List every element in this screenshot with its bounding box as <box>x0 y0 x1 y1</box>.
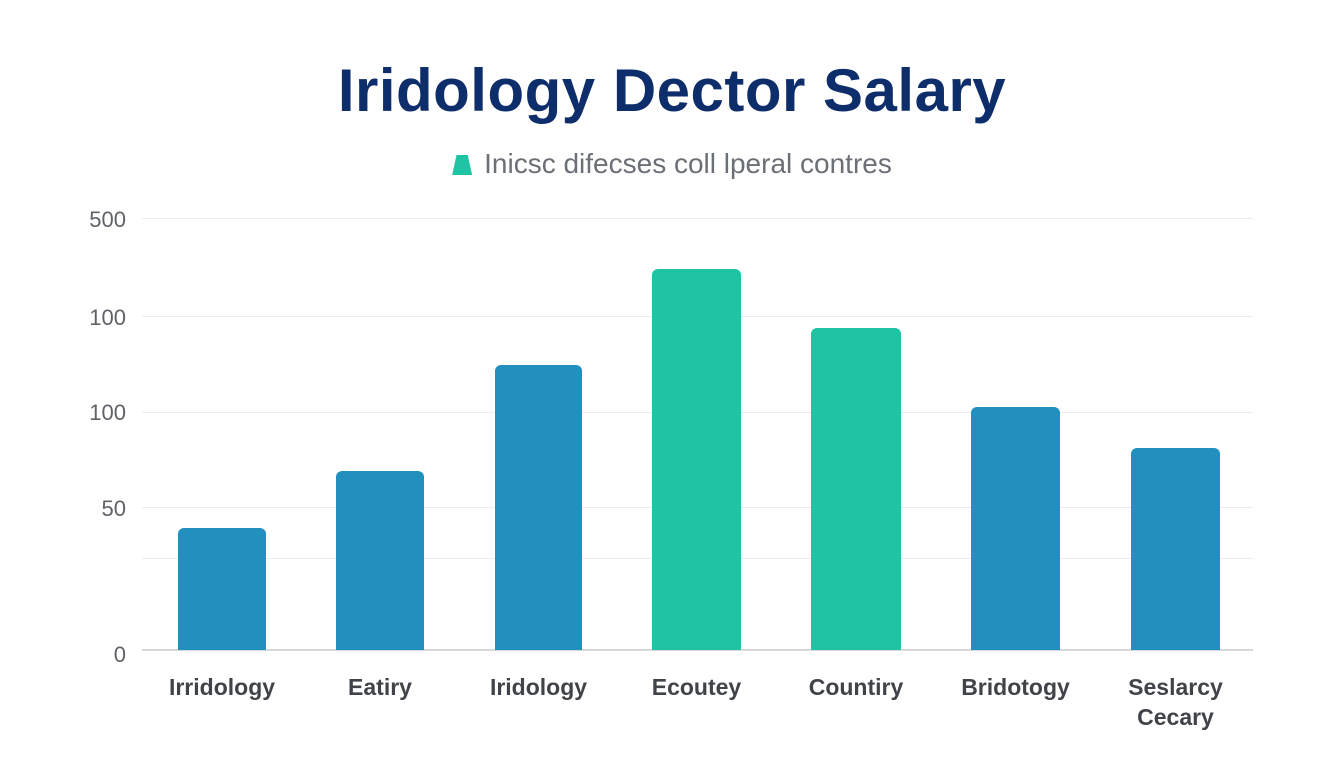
gridline <box>142 218 1253 219</box>
bar[interactable] <box>1131 448 1220 650</box>
y-tick-label: 100 <box>89 305 126 330</box>
y-tick-label: 500 <box>89 207 126 232</box>
y-tick-label: 0 <box>113 642 126 667</box>
legend-label: Inicsc difecses coll lperal contres <box>484 148 892 179</box>
bar[interactable] <box>971 407 1060 650</box>
x-tick-label: Iridology <box>489 674 588 700</box>
legend: Inicsc difecses coll lperal contres <box>0 148 1344 180</box>
y-tick-label: 100 <box>89 400 126 425</box>
bar[interactable] <box>811 328 901 650</box>
x-tick-label: Eatiry <box>348 674 412 700</box>
x-tick-label: Countiry <box>808 674 904 700</box>
bar[interactable] <box>336 471 424 650</box>
legend-trapezoid-icon <box>452 155 473 175</box>
bar[interactable] <box>495 365 582 650</box>
x-axis-baseline <box>142 649 1253 651</box>
bar[interactable] <box>652 269 741 650</box>
chart-title: Iridology Dector Salary <box>337 57 1007 124</box>
x-tick-label: Ecoutey <box>651 674 742 700</box>
x-tick-label: Irridology <box>168 674 276 700</box>
y-tick-label: 50 <box>101 496 126 521</box>
x-tick-label: Bridotogy <box>961 674 1070 700</box>
x-tick-label: Seslarcy Cecary <box>1128 674 1223 730</box>
bar[interactable] <box>178 528 266 650</box>
